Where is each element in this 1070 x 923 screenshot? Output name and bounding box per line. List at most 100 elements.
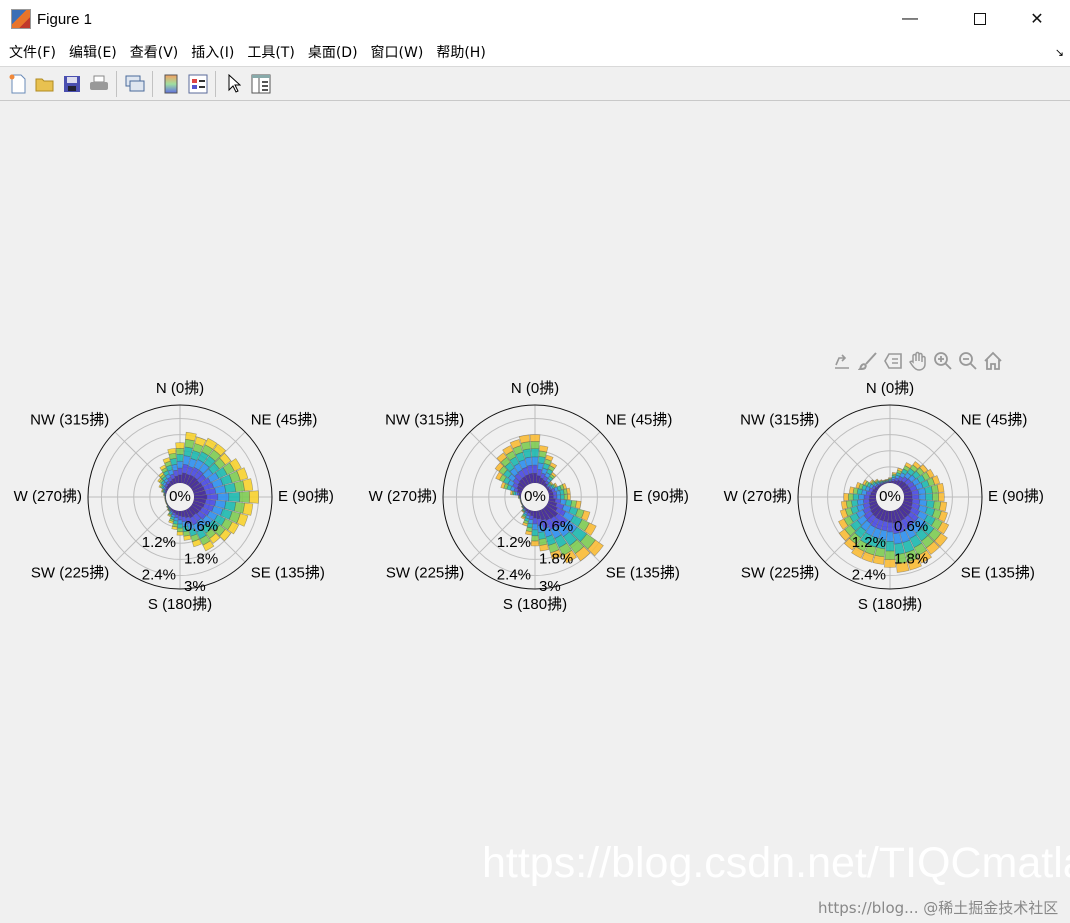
menu-desktop[interactable]: 桌面(D): [307, 45, 358, 61]
wind-bar-segment: [165, 500, 167, 504]
wind-bar-segment: [861, 489, 868, 496]
wind-bar-segment: [539, 445, 549, 453]
link-plot-icon[interactable]: [124, 73, 146, 95]
wind-bar-segment: [911, 498, 921, 505]
wind-bar-segment: [550, 472, 557, 478]
wind-bar-segment: [211, 505, 224, 516]
wind-bar-segment: [909, 506, 921, 517]
compass-label: SE (135拂): [251, 565, 325, 582]
wind-bar-segment: [520, 515, 526, 520]
radial-tick-label: 1.2%: [142, 534, 176, 551]
wind-bar-segment: [519, 495, 521, 499]
wind-bar-segment: [163, 492, 165, 496]
menu-window[interactable]: 窗口(W): [370, 45, 424, 61]
wind-bar-segment: [917, 504, 928, 514]
wind-bar-segment: [189, 515, 198, 526]
wind-bar-segment: [553, 482, 558, 488]
zoom-in-icon[interactable]: [932, 350, 953, 372]
print-icon[interactable]: [88, 73, 110, 95]
wind-bar-segment: [552, 494, 558, 500]
wind-bar-segment: [925, 541, 940, 555]
wind-bar-segment: [516, 492, 520, 496]
title-bar: Figure 1 — ✕: [0, 0, 1070, 38]
wind-bar-segment: [162, 470, 170, 477]
wind-bar-segment: [567, 493, 571, 501]
toolbar-separator: [116, 71, 117, 97]
maximize-button[interactable]: [957, 0, 1003, 38]
wind-bar-segment: [886, 531, 894, 542]
wind-bar-segment: [204, 437, 218, 450]
wind-bar-segment: [872, 554, 885, 565]
menu-edit[interactable]: 编辑(E): [68, 45, 117, 61]
minimize-button[interactable]: —: [902, 10, 918, 27]
wind-bar-segment: [875, 519, 884, 531]
wind-bar-segment: [495, 471, 503, 481]
axes-toolbar: [832, 350, 1003, 372]
wind-bar-segment: [930, 484, 939, 494]
wind-bar-segment: [895, 552, 908, 565]
pan-hand-icon[interactable]: [907, 350, 928, 372]
wind-bar-segment: [506, 484, 513, 491]
menu-insert[interactable]: 插入(I): [191, 45, 235, 61]
wind-bar-segment: [843, 537, 857, 551]
wind-bar-segment: [932, 492, 939, 502]
wind-bar-segment: [550, 487, 556, 493]
wind-bar-segment: [214, 524, 226, 537]
wind-bar-segment: [543, 526, 553, 538]
open-file-icon[interactable]: [34, 73, 56, 95]
menu-view[interactable]: 查看(V): [129, 45, 179, 61]
wind-bar-segment: [502, 445, 514, 456]
radial-tick-label: 0.6%: [539, 518, 573, 535]
wind-bar-segment: [549, 485, 554, 490]
wind-bar-segment: [566, 487, 571, 495]
wind-bar-segment: [909, 464, 919, 473]
wind-bar-segment: [892, 522, 900, 535]
save-icon[interactable]: [61, 73, 83, 95]
menu-help[interactable]: 帮助(H): [436, 45, 486, 61]
wind-bar-segment: [549, 481, 554, 486]
wind-bar-segment: [206, 510, 218, 522]
wind-bar-segment: [904, 462, 913, 469]
menu-tools[interactable]: 工具(T): [247, 45, 295, 61]
wind-bar-segment: [189, 466, 200, 478]
close-button[interactable]: ✕: [1030, 11, 1044, 28]
wind-bar-segment: [161, 475, 168, 482]
zoom-out-icon[interactable]: [957, 350, 978, 372]
wind-bar-segment: [177, 467, 183, 476]
wind-bar-segment: [924, 485, 933, 494]
wind-bar-segment: [188, 527, 198, 537]
wind-bar-segment: [229, 458, 242, 472]
wind-bar-segment: [879, 479, 883, 483]
wind-bar-segment: [183, 534, 192, 541]
edit-plot-pointer-icon[interactable]: [223, 73, 245, 95]
wind-bar-segment: [521, 505, 525, 509]
wind-bar-segment: [175, 448, 185, 455]
wind-bar-segment: [199, 534, 211, 546]
brush-icon[interactable]: [857, 350, 878, 372]
insert-colorbar-icon[interactable]: [160, 73, 182, 95]
dock-arrow-icon[interactable]: ↘: [1054, 47, 1064, 59]
wind-bar-segment: [549, 462, 558, 469]
wind-bar-segment: [185, 431, 197, 442]
wind-bar-segment: [904, 472, 912, 480]
wind-bar-segment: [878, 479, 883, 483]
wind-rose-2: 0% 0.6% 1.2% 1.8% 2.4% 3% N (0拂) NE (45拂) E (90拂…: [369, 380, 689, 613]
wind-bar-segment: [172, 520, 179, 525]
home-restore-view-icon[interactable]: [982, 350, 1003, 372]
export-icon[interactable]: [832, 350, 853, 372]
outer-ring: [87, 404, 273, 590]
wind-bar-segment: [852, 487, 859, 495]
data-tips-icon[interactable]: [882, 350, 903, 372]
wind-bar-segment: [173, 516, 179, 522]
menu-file[interactable]: 文件(F): [9, 45, 56, 61]
wind-bar-segment: [838, 528, 851, 542]
wind-bar-segment: [177, 515, 183, 521]
insert-legend-icon[interactable]: [187, 73, 209, 95]
center-label: 0%: [879, 488, 901, 505]
wind-bar-segment: [174, 513, 179, 519]
wind-bar-segment: [528, 514, 534, 521]
property-inspector-icon[interactable]: [250, 73, 272, 95]
menu-bar: 文件(F) 编辑(E) 查看(V) 插入(I) 工具(T) 桌面(D) 窗口(W…: [0, 38, 1070, 67]
new-figure-icon[interactable]: [7, 73, 29, 95]
wind-bar-segment: [848, 486, 855, 494]
